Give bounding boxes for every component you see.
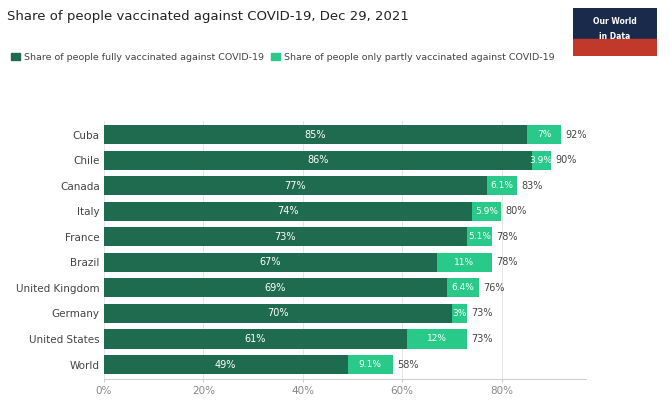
Text: 5.1%: 5.1% [468,232,491,241]
Bar [104,151,531,170]
Text: 85%: 85% [304,130,326,140]
Text: 77%: 77% [285,181,306,191]
Text: 78%: 78% [496,258,517,267]
Text: 74%: 74% [277,206,299,216]
Text: 9.1%: 9.1% [358,360,382,369]
Text: 11%: 11% [454,258,474,267]
Text: 58%: 58% [397,359,418,369]
Bar [104,355,348,374]
Text: 80%: 80% [505,206,527,216]
Text: 73%: 73% [471,308,492,318]
Text: 3%: 3% [452,309,466,318]
Text: Our World: Our World [593,17,636,26]
Bar [531,151,551,170]
Bar [104,125,527,144]
Text: 70%: 70% [267,308,289,318]
Text: 12%: 12% [427,334,447,344]
Bar [447,278,479,297]
Bar [573,8,657,40]
Text: 78%: 78% [496,232,518,242]
Text: 73%: 73% [471,334,492,344]
Bar [104,304,452,323]
Text: 49%: 49% [215,359,237,369]
Bar [487,176,517,196]
Text: 90%: 90% [555,155,576,165]
Text: 6.1%: 6.1% [490,181,513,190]
Text: Share of people vaccinated against COVID-19, Dec 29, 2021: Share of people vaccinated against COVID… [7,10,409,23]
Text: 92%: 92% [565,130,587,140]
Text: in Data: in Data [599,32,630,41]
Bar [437,253,492,272]
Text: 6.4%: 6.4% [452,283,474,292]
Bar [467,227,492,246]
Bar [573,40,657,56]
Bar [452,304,467,323]
Bar [348,355,393,374]
Text: 73%: 73% [275,232,296,242]
Text: 67%: 67% [260,258,281,267]
Text: 69%: 69% [265,283,286,293]
Text: 7%: 7% [537,130,551,139]
Bar [104,202,472,221]
Bar [527,125,561,144]
Bar [104,176,487,196]
Bar [407,329,467,349]
Bar [104,227,467,246]
Text: 5.9%: 5.9% [475,207,498,216]
Bar [104,329,407,349]
Text: 76%: 76% [483,283,505,293]
Legend: Share of people fully vaccinated against COVID-19, Share of people only partly v: Share of people fully vaccinated against… [11,52,554,62]
Text: 3.9%: 3.9% [530,156,553,165]
Bar [104,253,437,272]
Text: 61%: 61% [245,334,266,344]
Text: 83%: 83% [521,181,543,191]
Bar [472,202,501,221]
Text: 86%: 86% [307,155,328,165]
Bar [104,278,447,297]
